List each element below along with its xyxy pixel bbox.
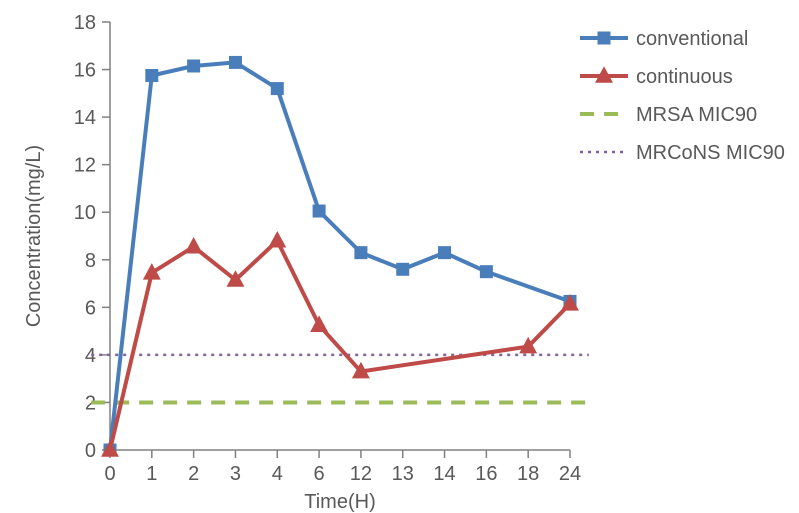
x-tick-label: 13 bbox=[392, 463, 414, 485]
y-tick-label: 8 bbox=[85, 250, 96, 272]
concentration-time-chart: 024681012141618012346121314161824Time(H)… bbox=[0, 0, 799, 513]
x-tick-label: 6 bbox=[314, 463, 325, 485]
y-tick-label: 14 bbox=[74, 107, 96, 129]
y-tick-label: 18 bbox=[74, 12, 96, 34]
y-tick-label: 4 bbox=[85, 345, 96, 367]
x-tick-label: 18 bbox=[517, 463, 539, 485]
x-tick-label: 0 bbox=[104, 463, 115, 485]
x-tick-label: 2 bbox=[188, 463, 199, 485]
chart-svg: 024681012141618012346121314161824Time(H)… bbox=[0, 0, 799, 513]
y-tick-label: 0 bbox=[85, 440, 96, 462]
y-tick-label: 10 bbox=[74, 202, 96, 224]
y-tick-label: 16 bbox=[74, 60, 96, 82]
legend: conventional continuous MRSA MIC90 MRCoNS M… bbox=[580, 28, 785, 164]
y-tick-label: 6 bbox=[85, 297, 96, 319]
series-continuous bbox=[102, 232, 578, 456]
x-tick-label: 4 bbox=[272, 463, 283, 485]
x-tick-label: 16 bbox=[475, 463, 497, 485]
legend-label-conventional: conventional bbox=[636, 28, 748, 50]
x-axis-title: Time(H) bbox=[304, 491, 375, 513]
legend-label-continuous: continuous bbox=[636, 66, 733, 88]
y-tick-label: 12 bbox=[74, 155, 96, 177]
x-tick-label: 24 bbox=[559, 463, 581, 485]
x-tick-label: 14 bbox=[433, 463, 455, 485]
legend-label-mrcons: MRCoNS MIC90 bbox=[636, 142, 785, 164]
y-axis-title: Concentration(mg/L) bbox=[23, 145, 45, 327]
legend-label-mrsa: MRSA MIC90 bbox=[636, 104, 757, 126]
x-tick-label: 3 bbox=[230, 463, 241, 485]
x-tick-label: 12 bbox=[350, 463, 372, 485]
x-tick-label: 1 bbox=[146, 463, 157, 485]
